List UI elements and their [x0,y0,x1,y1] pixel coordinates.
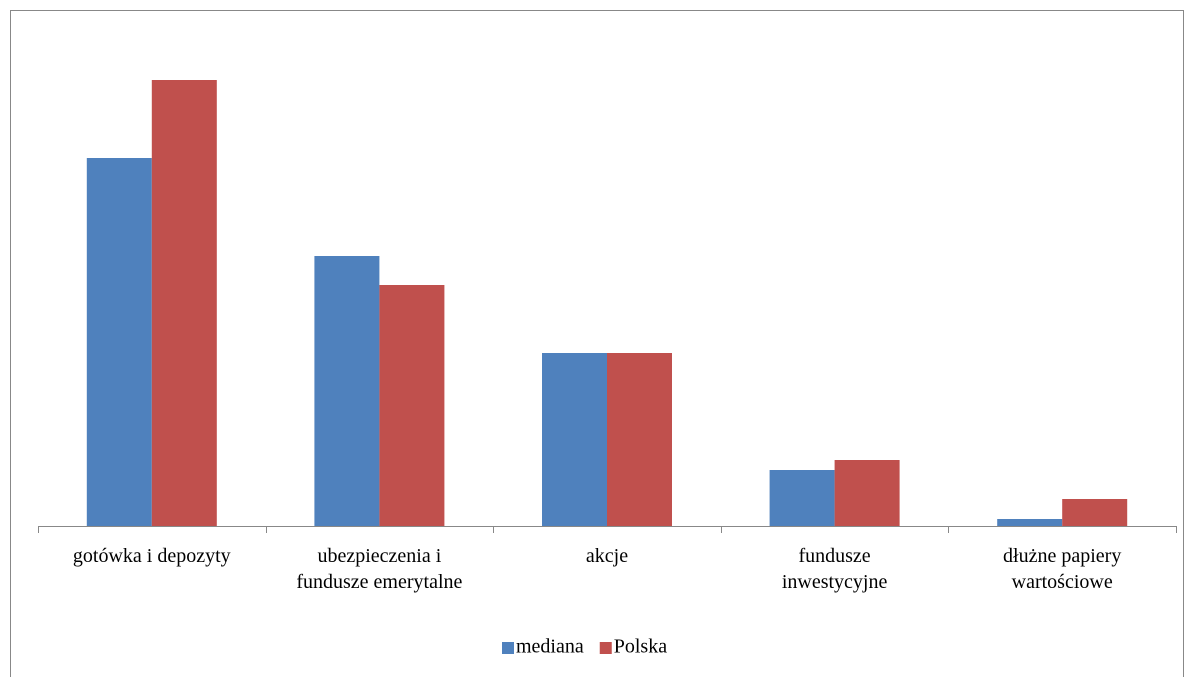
bar [86,158,152,526]
bar [1062,499,1128,526]
bar [834,460,900,526]
x-tick-label: ubezpieczenia i fundusze emerytalne [296,545,463,593]
bar [607,353,672,526]
legend-swatch [599,642,612,654]
bar [769,470,835,526]
x-tick-label: fundusze inwestycyjne [781,545,888,593]
bar [997,519,1063,526]
bar [542,353,607,526]
x-tick-label: gotówka i depozyty [72,545,231,567]
bar [379,285,445,526]
bar [314,256,380,526]
bar [151,80,217,526]
legend-label: mediana [516,636,584,658]
x-tick-label: dłużne papiery wartościowe [1003,545,1122,593]
legend-swatch [502,642,514,654]
chart-border [10,10,1184,677]
x-tick-label: akcje [585,545,629,567]
legend-label: Polska [614,636,667,658]
